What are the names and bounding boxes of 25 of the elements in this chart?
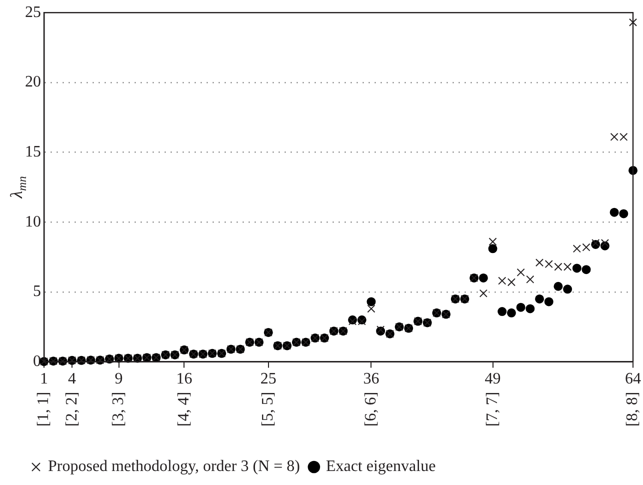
text: [8, 8] [624,392,642,426]
legend-label: Exact eigenvalue [326,458,436,476]
y-tick-label: 5 [33,283,41,300]
text: [3, 3] [110,392,127,426]
y-axis-title: λmn [7,176,29,200]
y-tick-label: 15 [25,143,41,160]
x-tick-label: 25 [260,370,276,388]
legend-label: Proposed methodology, order 3 (N = 8) [48,458,300,476]
text: [6, 6] [362,392,380,426]
text: [7, 7] [484,392,501,426]
x-tick-label: 49 [484,370,501,388]
x-tick-label: 4 [68,370,76,388]
x-tick-label: 36 [363,370,380,388]
x-tick-label: 1 [40,370,48,388]
y-tick-label: 20 [25,74,41,91]
y-tick-label: 10 [25,213,41,230]
y-tick-label: 0 [33,353,41,370]
text: [5, 5] [260,392,277,426]
x-tick-label: 16 [176,370,192,388]
text: [1, 1] [35,392,52,426]
x-tick-label: 64 [625,370,641,388]
text: [4, 4] [175,392,192,426]
x-tick-label: 9 [114,370,123,388]
text: [2, 2] [63,392,80,426]
y-tick-label: 25 [25,4,41,21]
